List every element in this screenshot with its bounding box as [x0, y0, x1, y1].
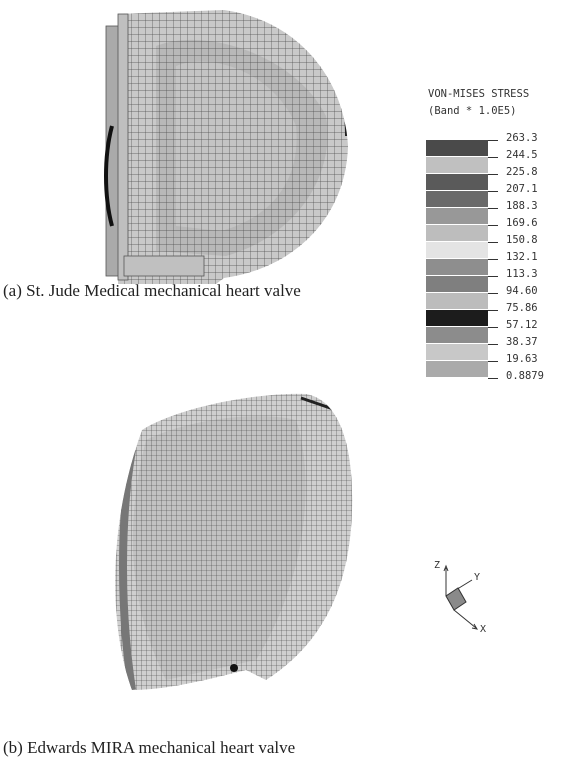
legend-tick-label: 94.60: [506, 285, 538, 297]
legend-title: VON-MISES STRESS: [428, 88, 530, 100]
legend-subtitle: (Band * 1.0E5): [428, 105, 517, 117]
caption-edwards-mira: (b) Edwards MIRA mechanical heart valve: [3, 738, 296, 757]
legend-tick-label: 150.8: [506, 234, 538, 246]
legend-band: [426, 191, 488, 207]
legend-tick-mark: [488, 191, 498, 192]
legend-band: [426, 293, 488, 309]
legend-tick-mark: [488, 259, 498, 260]
coordinate-axes-triad: Z Y X: [434, 560, 486, 633]
legend-tick-mark: [488, 225, 498, 226]
caption-st-jude: (a) St. Jude Medical mechanical heart va…: [3, 281, 301, 300]
legend-band: [426, 225, 488, 241]
legend-band: [426, 174, 488, 190]
legend-tick-label: 225.8: [506, 166, 538, 178]
legend-tick-label: 207.1: [506, 183, 538, 195]
legend-tick-label: 263.3: [506, 132, 538, 144]
legend-tick-label: 57.12: [506, 319, 538, 331]
legend-band: [426, 208, 488, 224]
legend-tick-mark: [488, 344, 498, 345]
legend-tick-mark: [488, 293, 498, 294]
legend-band: [426, 157, 488, 173]
legend-tick-mark: [488, 208, 498, 209]
legend-tick-label: 132.1: [506, 251, 538, 263]
legend-band: [426, 140, 488, 156]
legend-tick-label: 113.3: [506, 268, 538, 280]
legend-tick-label: 169.6: [506, 217, 538, 229]
stress-legend: VON-MISES STRESS (Band * 1.0E5) 263.3 244…: [424, 88, 579, 388]
axis-z-label: Z: [434, 560, 440, 571]
legend-tick-label: 0.8879: [506, 370, 544, 382]
legend-band: [426, 344, 488, 360]
legend-band: [426, 361, 488, 377]
legend-tick-mark: [488, 140, 498, 141]
legend-band: [426, 242, 488, 258]
legend-bands: 263.3 244.5 225.8 207.1 188.3 169.6 150.8 132.1…: [426, 132, 566, 382]
legend-tick-mark: [488, 378, 498, 379]
legend-tick-label: 19.63: [506, 353, 538, 365]
legend-band: [426, 276, 488, 292]
axis-y-label: Y: [474, 572, 480, 583]
legend-band: [426, 327, 488, 343]
legend-tick-mark: [488, 361, 498, 362]
st-jude-valve-mesh: [104, 10, 348, 284]
legend-tick-label: 244.5: [506, 149, 538, 161]
legend-tick-label: 38.37: [506, 336, 538, 348]
legend-tick-mark: [488, 157, 498, 158]
legend-tick-mark: [488, 276, 498, 277]
legend-tick-label: 75.86: [506, 302, 538, 314]
legend-tick-mark: [488, 310, 498, 311]
legend-band: [426, 259, 488, 275]
legend-tick-mark: [488, 242, 498, 243]
edwards-mira-valve-mesh: [115, 393, 353, 691]
legend-band: [426, 310, 488, 326]
legend-tick-label: 188.3: [506, 200, 538, 212]
legend-tick-mark: [488, 174, 498, 175]
axis-x-label: X: [480, 624, 486, 633]
legend-tick-mark: [488, 327, 498, 328]
